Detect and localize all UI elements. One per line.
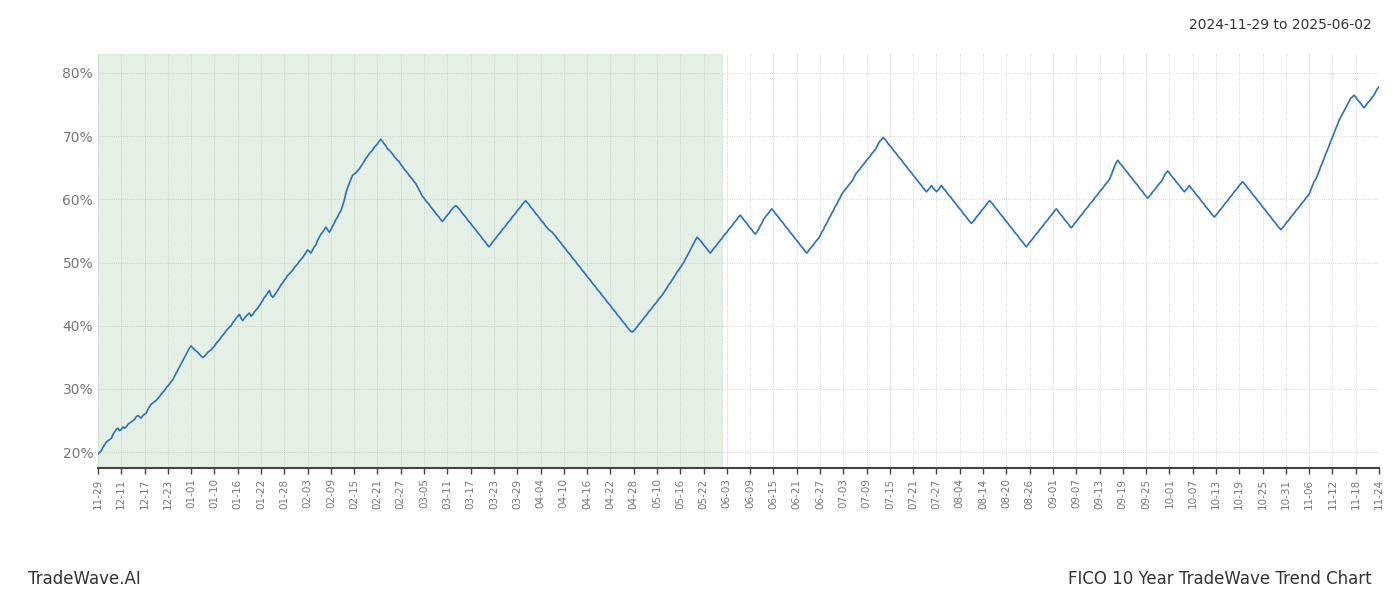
Text: TradeWave.AI: TradeWave.AI — [28, 570, 141, 588]
Text: FICO 10 Year TradeWave Trend Chart: FICO 10 Year TradeWave Trend Chart — [1068, 570, 1372, 588]
Bar — [98, 54, 722, 468]
Text: 2024-11-29 to 2025-06-02: 2024-11-29 to 2025-06-02 — [1189, 18, 1372, 32]
